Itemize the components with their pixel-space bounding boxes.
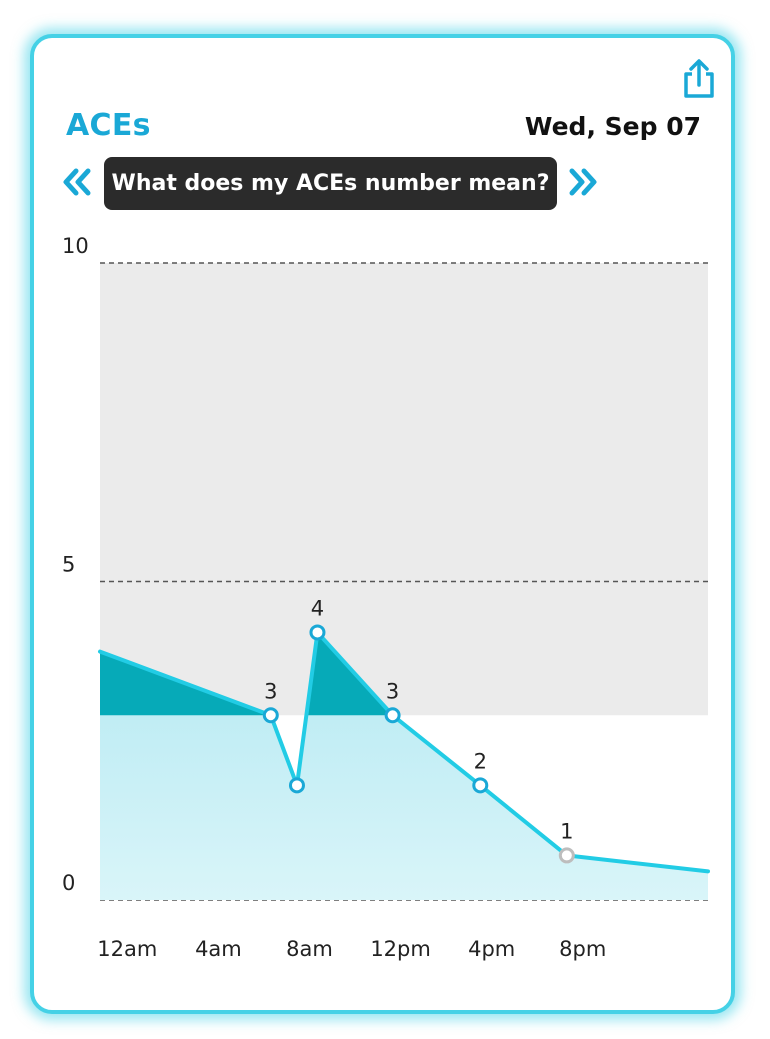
- x-tick-label: 12am: [97, 937, 157, 961]
- y-tick-label: 5: [62, 553, 75, 577]
- y-tick-label: 10: [62, 234, 89, 258]
- data-point: [384, 707, 401, 724]
- aces-chart: 3 4 3 2 1 0 5 10 12am 4am 8am 12pm 4pm 8pm: [62, 234, 710, 961]
- double-chevron-left-icon[interactable]: [56, 162, 96, 202]
- data-point: [309, 624, 326, 641]
- x-tick-label: 8pm: [559, 937, 606, 961]
- series-line: [98, 630, 710, 874]
- y-tick-label: 0: [62, 871, 75, 895]
- data-label: 3: [386, 679, 399, 703]
- double-chevron-right-icon[interactable]: [564, 162, 604, 202]
- page-title: ACEs: [66, 108, 151, 143]
- data-point: [288, 777, 305, 794]
- aces-info-button[interactable]: What does my ACEs number mean?: [104, 157, 557, 210]
- share-icon[interactable]: [682, 58, 716, 100]
- area-fill: [100, 632, 708, 900]
- data-point: [472, 777, 489, 794]
- date-label: Wed, Sep 07: [524, 112, 701, 141]
- data-point: [262, 707, 279, 724]
- data-label: 1: [560, 819, 573, 843]
- x-tick-label: 8am: [286, 937, 333, 961]
- above-range-fill: [306, 632, 393, 716]
- x-tick-label: 4am: [195, 937, 242, 961]
- x-tick-label: 12pm: [370, 937, 431, 961]
- data-label: 2: [474, 749, 487, 773]
- data-label: 4: [311, 596, 324, 620]
- x-tick-label: 4pm: [468, 937, 515, 961]
- data-point: [558, 847, 575, 864]
- normal-range-band: [100, 263, 708, 716]
- data-label: 3: [264, 679, 277, 703]
- aces-card: ACEs Wed, Sep 07 What does my ACEs numbe…: [30, 34, 735, 1014]
